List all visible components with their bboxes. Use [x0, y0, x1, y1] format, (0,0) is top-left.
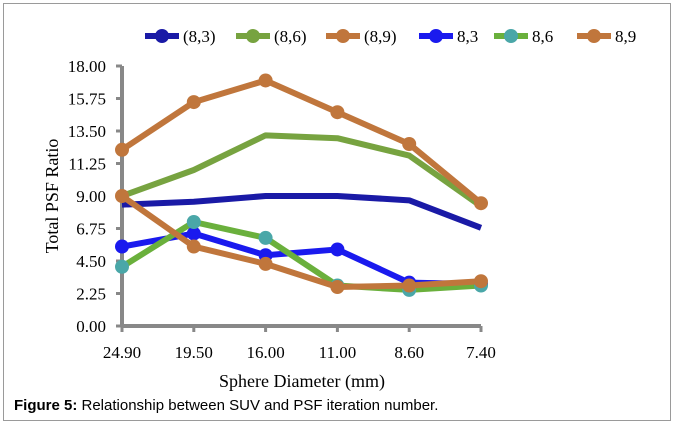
data-point [258, 256, 273, 271]
data-point [474, 274, 488, 289]
figure-frame [3, 3, 671, 421]
figure-caption-text: Relationship between SUV and PSF iterati… [77, 397, 439, 414]
series-line [120, 193, 482, 290]
legend-item: 8,3 [419, 27, 478, 46]
data-point [186, 239, 201, 254]
legend-item: (8,6) [236, 27, 307, 46]
y-tick-label: 18.00 [68, 57, 106, 76]
series-line [120, 132, 483, 209]
y-tick-label: 13.50 [68, 122, 106, 141]
series-line [121, 193, 483, 231]
data-point [115, 259, 129, 274]
data-point [115, 239, 129, 254]
x-tick-label: 8.60 [394, 343, 424, 362]
legend-marker [429, 29, 443, 43]
legend-marker [504, 29, 518, 43]
legend-item: 8,6 [494, 27, 553, 46]
legend-label: 8,6 [532, 27, 553, 46]
legend-marker [336, 29, 350, 43]
series-2 [115, 73, 488, 211]
y-tick-label: 9.00 [76, 187, 106, 206]
y-tick-label: 15.75 [68, 90, 106, 109]
y-tick-label: 2.25 [76, 285, 106, 304]
x-tick-label: 19.50 [175, 343, 213, 362]
data-point [402, 137, 417, 151]
axes: 0.00 2.25 4.50 6.75 9.00 11.25 13.50 15.75 18.00… [68, 57, 496, 362]
legend-item: 8,9 [577, 27, 636, 46]
y-tick-label: 6.75 [76, 220, 106, 239]
data-point [330, 242, 345, 257]
series-group [115, 73, 488, 297]
x-tick-label: 24.90 [103, 343, 141, 362]
legend-marker [587, 29, 601, 43]
x-tick-label: 16.00 [246, 343, 284, 362]
data-point [186, 226, 201, 241]
data-point [474, 196, 488, 211]
data-point [258, 73, 273, 88]
legend-label: (8,6) [274, 27, 307, 46]
data-point [258, 230, 273, 245]
y-axis-title: Total PSF Ratio [42, 139, 62, 254]
data-point [330, 280, 345, 294]
figure-caption: Figure 5: Relationship between SUV and P… [14, 397, 438, 414]
legend-label: 8,3 [457, 27, 478, 46]
y-tick-label: 11.25 [68, 155, 106, 174]
x-tick-label: 7.40 [466, 343, 496, 362]
series-1 [120, 132, 483, 209]
data-point [330, 105, 345, 120]
data-point [186, 215, 201, 229]
series-5 [115, 189, 488, 294]
legend-marker [155, 29, 169, 43]
data-point [402, 278, 417, 293]
legend-label: 8,9 [615, 27, 636, 46]
y-tick-label: 0.00 [76, 317, 106, 336]
legend-item: (8,9) [326, 27, 397, 46]
series-line [120, 219, 482, 293]
legend: (8,3) (8,6) (8,9) 8,3 8,6 8,9 [145, 27, 636, 46]
data-point [186, 95, 201, 110]
series-line [120, 77, 483, 206]
series-0 [121, 193, 483, 231]
figure-caption-label: Figure 5: [14, 397, 78, 414]
x-axis-title: Sphere Diameter (mm) [219, 371, 385, 392]
legend-item: (8,3) [145, 27, 216, 46]
legend-marker [246, 29, 260, 43]
data-point [115, 189, 129, 203]
data-point [115, 142, 129, 157]
y-tick-label: 4.50 [76, 252, 106, 271]
x-tick-label: 11.00 [319, 343, 357, 362]
legend-label: (8,3) [183, 27, 216, 46]
legend-label: (8,9) [364, 27, 397, 46]
